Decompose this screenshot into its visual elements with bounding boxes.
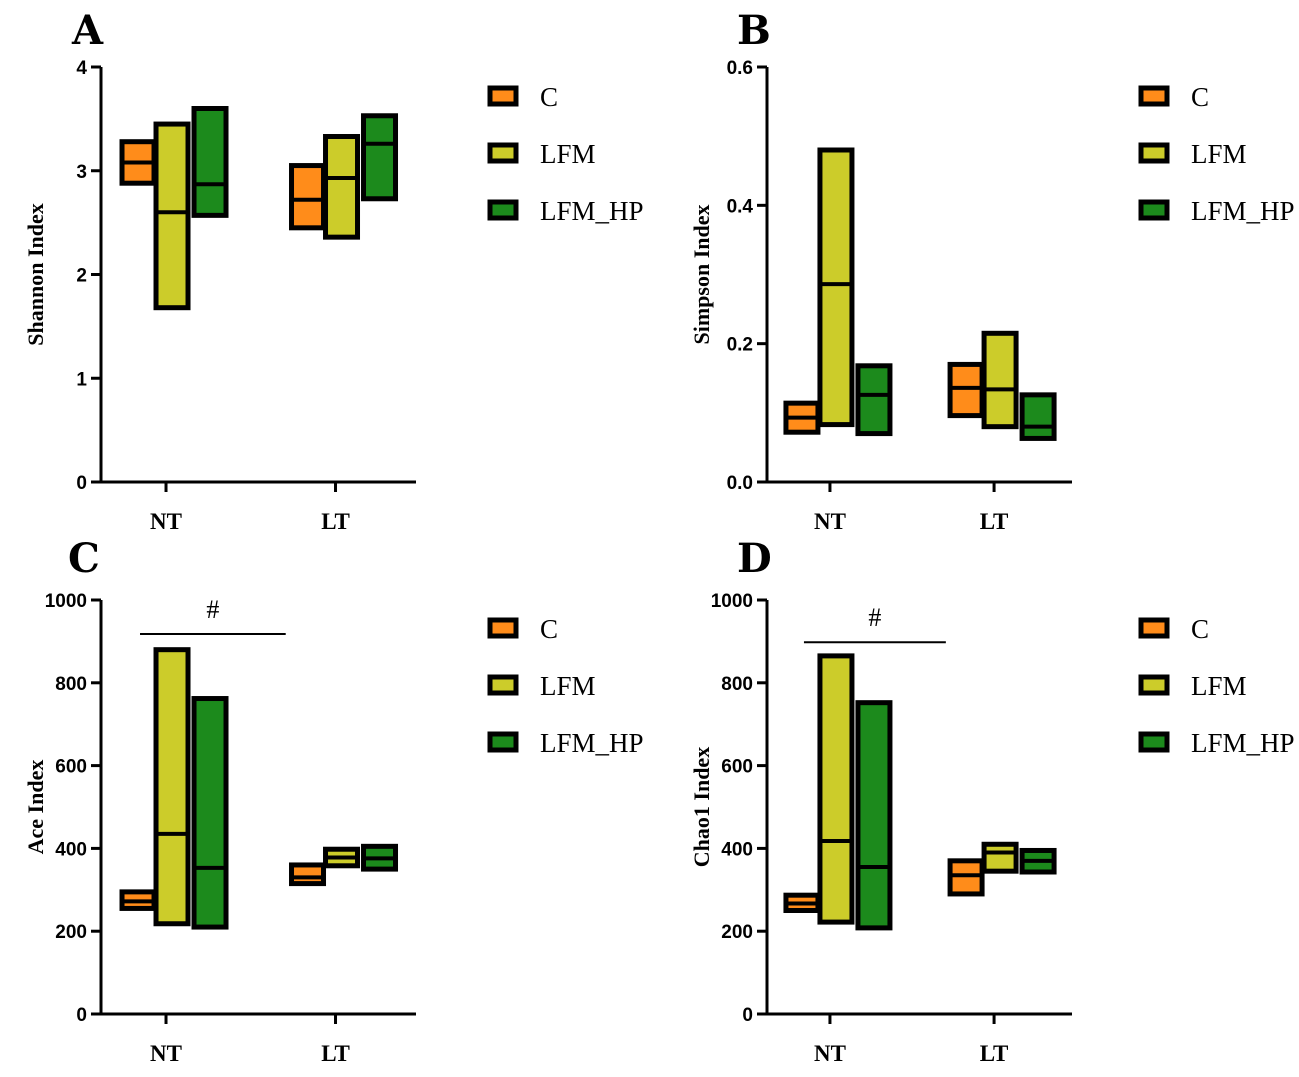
x-tick-label: NT bbox=[814, 509, 846, 534]
legend-label-C: C bbox=[1191, 82, 1209, 112]
bar-LFM_HP-LT bbox=[361, 113, 399, 202]
legend-swatch-C bbox=[1138, 85, 1170, 107]
legend-swatch-LFM bbox=[487, 674, 519, 696]
bar-LFM_HP-NT bbox=[191, 696, 229, 930]
legend-label-LFM: LFM bbox=[540, 139, 596, 169]
y-tick-label: 1 bbox=[76, 369, 87, 390]
bar-LFM_HP-NT bbox=[855, 700, 893, 931]
bar-LFM_HP-NT bbox=[855, 363, 893, 437]
x-tick-label: LT bbox=[980, 1041, 1009, 1066]
y-tick-label: 3 bbox=[76, 162, 87, 183]
panel-C: C 0 200 400 600 800 1000 Ace Index NT LT # C LFM LFM_… bbox=[23, 535, 644, 1066]
y-tick-label: 200 bbox=[55, 922, 87, 943]
y-tick-label: 800 bbox=[55, 674, 87, 695]
y-axis-label: Simpson Index bbox=[689, 204, 714, 344]
x-tick-label: LT bbox=[321, 509, 350, 534]
y-axis-label: Chao1 Index bbox=[689, 747, 714, 867]
legend-swatch-LFM bbox=[487, 142, 519, 164]
bar-LFM-NT bbox=[817, 147, 855, 428]
legend: C LFM LFM_HP bbox=[1138, 82, 1295, 226]
legend-label-LFM_HP: LFM_HP bbox=[1191, 728, 1295, 758]
significance-marker: # bbox=[206, 595, 219, 624]
significance-marker: # bbox=[868, 603, 881, 632]
x-tick-label: NT bbox=[814, 1041, 846, 1066]
bar-C-LT bbox=[289, 862, 327, 887]
legend-swatch-LFM bbox=[1138, 674, 1170, 696]
panel-A: A 0 1 2 3 4 Shannon Index NT LT C LFM LFM_HP bbox=[23, 7, 644, 534]
y-tick-label: 1000 bbox=[45, 591, 87, 612]
legend-label-C: C bbox=[1191, 614, 1209, 644]
panel-letter: A bbox=[71, 7, 104, 54]
y-tick-label: 4 bbox=[76, 58, 87, 79]
bar-LFM_HP-NT bbox=[191, 106, 229, 218]
y-tick-label: 0.4 bbox=[727, 196, 754, 217]
legend-swatch-LFM bbox=[1138, 142, 1170, 164]
y-tick-label: 800 bbox=[721, 674, 753, 695]
panel-letter: D bbox=[737, 535, 772, 582]
x-tick-label: LT bbox=[980, 509, 1009, 534]
legend-swatch-C bbox=[487, 617, 519, 639]
y-tick-label: 600 bbox=[55, 757, 87, 778]
bar-LFM-LT bbox=[323, 134, 361, 240]
x-tick-label: NT bbox=[150, 1041, 182, 1066]
y-tick-label: 0.0 bbox=[727, 473, 753, 494]
y-tick-label: 0 bbox=[76, 1005, 87, 1026]
panel-D: D 0 200 400 600 800 1000 Chao1 Index NT LT # C LFM LF… bbox=[689, 535, 1295, 1066]
bar-LFM_HP-LT bbox=[1019, 392, 1057, 441]
y-tick-label: 0.2 bbox=[727, 335, 753, 356]
panel-B: B 0.0 0.2 0.4 0.6 Simpson Index NT LT C LFM LFM_HP bbox=[689, 7, 1295, 534]
legend-swatch-LFM_HP bbox=[487, 199, 519, 221]
y-tick-label: 2 bbox=[76, 266, 87, 287]
bar-LFM-NT bbox=[817, 653, 855, 925]
legend-label-LFM: LFM bbox=[540, 671, 596, 701]
legend-label-C: C bbox=[540, 614, 558, 644]
panel-letter: C bbox=[68, 535, 100, 582]
bar-LFM-NT bbox=[153, 121, 191, 311]
legend-swatch-LFM_HP bbox=[1138, 731, 1170, 753]
y-tick-label: 0 bbox=[742, 1005, 753, 1026]
y-tick-label: 600 bbox=[721, 757, 753, 778]
legend: C LFM LFM_HP bbox=[487, 82, 644, 226]
legend-label-LFM_HP: LFM_HP bbox=[540, 728, 644, 758]
y-axis-label: Shannon Index bbox=[23, 203, 48, 345]
bar-LFM-LT bbox=[981, 841, 1019, 874]
y-tick-label: 400 bbox=[721, 839, 753, 860]
y-tick-label: 1000 bbox=[711, 591, 753, 612]
legend-label-LFM_HP: LFM_HP bbox=[540, 196, 644, 226]
legend: C LFM LFM_HP bbox=[1138, 614, 1295, 758]
legend-label-LFM: LFM bbox=[1191, 671, 1247, 701]
bar-LFM-LT bbox=[981, 330, 1019, 430]
legend-swatch-C bbox=[1138, 617, 1170, 639]
legend-swatch-C bbox=[487, 85, 519, 107]
legend-label-C: C bbox=[540, 82, 558, 112]
legend-swatch-LFM_HP bbox=[487, 731, 519, 753]
x-tick-label: NT bbox=[150, 509, 182, 534]
bar-C-LT bbox=[289, 163, 327, 231]
panel-letter: B bbox=[737, 7, 771, 54]
bar-LFM-NT bbox=[153, 647, 191, 927]
bar-C-LT bbox=[947, 858, 985, 897]
legend-label-LFM_HP: LFM_HP bbox=[1191, 196, 1295, 226]
legend: C LFM LFM_HP bbox=[487, 614, 644, 758]
y-axis-label: Ace Index bbox=[23, 760, 48, 855]
y-tick-label: 0.6 bbox=[727, 58, 753, 79]
y-tick-label: 0 bbox=[76, 473, 87, 494]
x-tick-label: LT bbox=[321, 1041, 350, 1066]
bar-C-LT bbox=[947, 361, 985, 419]
legend-swatch-LFM_HP bbox=[1138, 199, 1170, 221]
legend-label-LFM: LFM bbox=[1191, 139, 1247, 169]
y-tick-label: 400 bbox=[55, 839, 87, 860]
y-tick-label: 200 bbox=[721, 922, 753, 943]
